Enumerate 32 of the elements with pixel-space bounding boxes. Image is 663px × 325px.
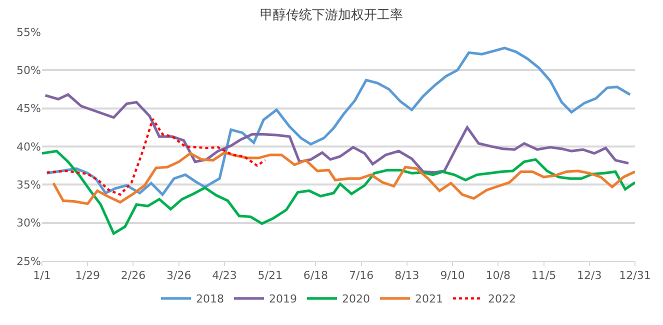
line-series (42, 150, 635, 235)
x-tick-label: 4/23 (212, 269, 237, 282)
y-tick-label: 50% (16, 64, 41, 78)
line-series (44, 93, 630, 174)
chart-title: 甲醇传统下游加权开工率 (260, 6, 403, 23)
x-tick-label: 11/5 (531, 269, 556, 282)
legend-label: 2019 (269, 292, 297, 306)
x-tick-label: 6/18 (303, 269, 328, 282)
x-tick-label: 9/10 (440, 269, 465, 282)
y-tick-label: 25% (16, 254, 41, 268)
x-tick-label: 8/13 (394, 269, 420, 282)
legend-label: 2018 (196, 292, 224, 306)
x-tick-label: 7/16 (348, 269, 374, 282)
y-tick-label: 30% (16, 216, 41, 230)
x-tick-label: 2/26 (120, 269, 146, 282)
y-tick-label: 55% (16, 26, 41, 39)
legend-label: 2021 (415, 292, 443, 306)
y-tick-label: 40% (16, 140, 41, 154)
x-tick-label: 1/29 (75, 269, 100, 282)
x-tick-label: 1/1 (33, 269, 51, 282)
x-tick-label: 12/3 (577, 269, 602, 282)
line-series (46, 118, 266, 196)
legend-label: 2020 (342, 292, 370, 306)
y-tick-label: 35% (16, 178, 41, 192)
x-tick-label: 12/31 (619, 269, 651, 282)
line-series (46, 46, 632, 196)
legend-label: 2022 (488, 292, 516, 306)
x-tick-label: 5/21 (258, 269, 282, 282)
y-tick-label: 45% (16, 102, 41, 116)
x-tick-label: 10/8 (486, 269, 510, 282)
x-tick-label: 3/26 (166, 269, 192, 282)
line-series (52, 151, 635, 206)
